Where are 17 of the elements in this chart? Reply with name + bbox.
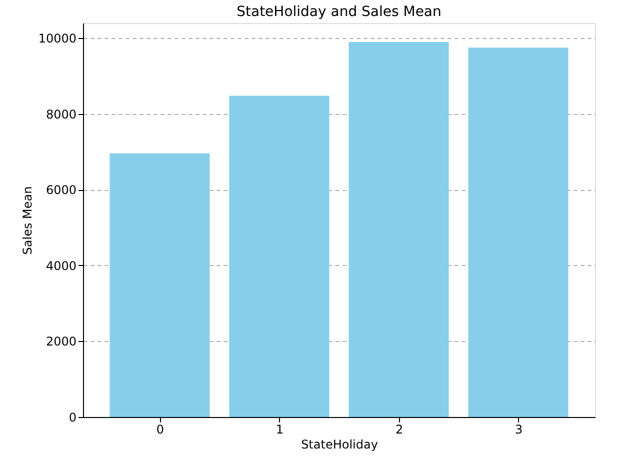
bar (110, 153, 210, 417)
y-axis-title: Sales Mean (20, 186, 34, 255)
bar (348, 42, 449, 417)
chart-title: StateHoliday and Sales Mean (236, 4, 442, 20)
x-axis-title: StateHoliday (301, 438, 378, 452)
bar (229, 96, 330, 417)
bar (468, 48, 568, 417)
x-tick-label: 0 (156, 422, 164, 436)
y-tick-label: 8000 (46, 107, 76, 122)
y-tick-label: 0 (68, 410, 76, 424)
y-tick-label: 2000 (46, 334, 76, 349)
x-tick-label: 1 (276, 422, 284, 436)
x-tick-label: 2 (395, 422, 404, 436)
y-tick-label: 6000 (46, 183, 76, 198)
y-tick-label: 10000 (38, 32, 76, 46)
x-tick-label: 3 (514, 422, 523, 436)
y-tick-label: 4000 (46, 258, 76, 273)
